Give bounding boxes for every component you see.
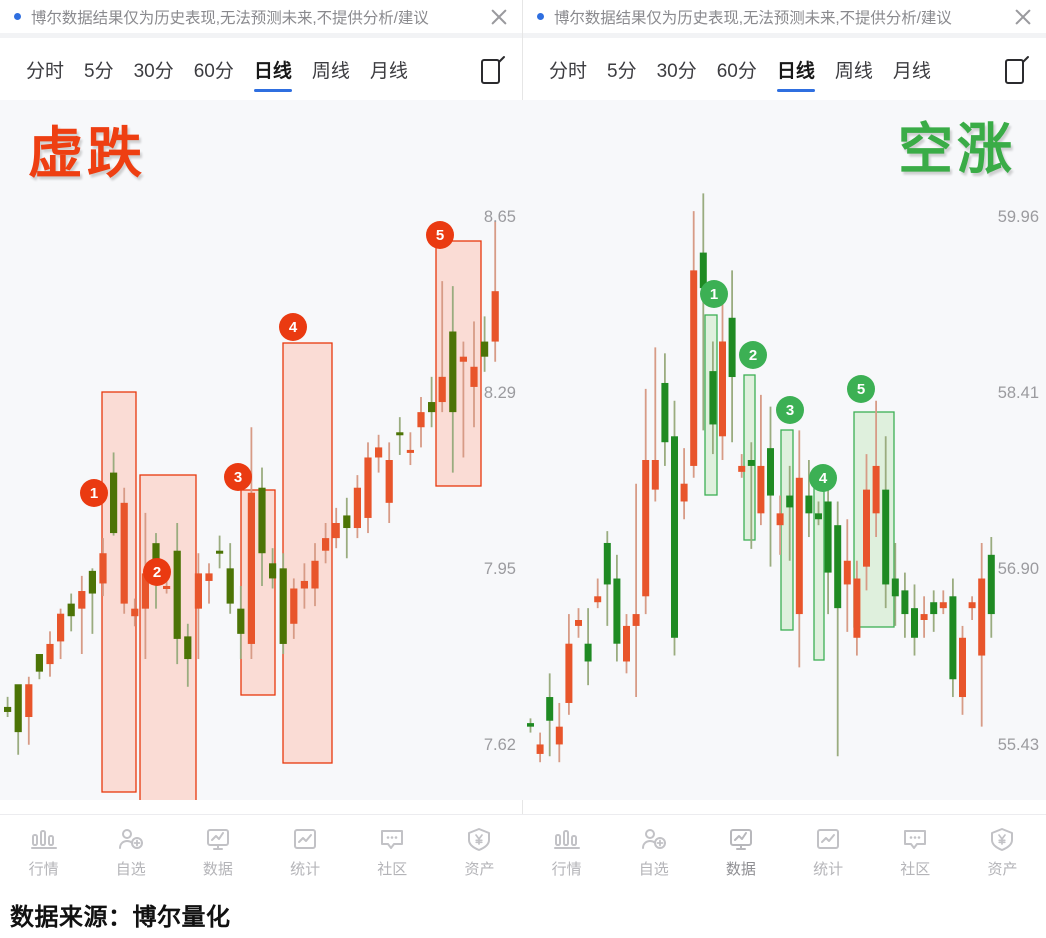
nav-label: 统计 [813,860,844,878]
tab-30min[interactable]: 30分 [656,60,697,82]
shield-yen-icon [464,827,494,853]
shield-yen-icon [987,827,1017,853]
divider [0,33,522,38]
landscape-rotate-icon[interactable] [1000,49,1034,89]
nav-label: 行情 [551,860,582,878]
dual-chart-panes: 博尔数据结果仅为历史表现,无法预测未来,不提供分析/建议 分时 5分 30分 6… [0,0,1046,890]
left-marker-3[interactable]: 3 [224,463,252,491]
footer-bar: 数据来源：博尔量化 [0,890,1046,938]
speech-bubble-icon [900,827,930,853]
nav-item-zixuan[interactable]: 自选 [87,815,174,891]
nav-label: 数据 [725,860,756,878]
left-marker-2[interactable]: 2 [143,558,171,586]
nav-item-tongji[interactable]: 统计 [262,815,349,891]
nav-item-shuju[interactable]: 数据 [174,815,261,891]
nav-label: 自选 [115,860,146,878]
tab-60min[interactable]: 60分 [716,60,757,82]
speech-bubble-icon [377,827,407,853]
right-marker-1[interactable]: 1 [700,280,728,308]
right-chart-canvas [527,193,995,763]
tab-5min[interactable]: 5分 [84,60,114,82]
tab-fenshi[interactable]: 分时 [549,60,588,82]
close-icon[interactable] [1012,6,1034,28]
right-marker-2[interactable]: 2 [739,341,767,369]
nav-item-shuju[interactable]: 数据 [697,815,784,891]
divider [523,33,1046,38]
nav-label: 资产 [987,860,1018,878]
person-add-icon [116,827,146,853]
nav-item-hangqing[interactable]: 行情 [523,815,610,891]
left-marker-4[interactable]: 4 [279,313,307,341]
monitor-chart-icon [726,827,756,853]
bar-chart-icon [552,827,582,853]
notice-dot-icon [537,13,544,20]
nav-item-hangqing[interactable]: 行情 [0,815,87,891]
notice-text: 博尔数据结果仅为历史表现,无法预测未来,不提供分析/建议 [31,9,429,27]
nav-label: 统计 [290,860,321,878]
left-axis-label-0: 8.65 [483,208,516,226]
left-pane: 博尔数据结果仅为历史表现,无法预测未来,不提供分析/建议 分时 5分 30分 6… [0,0,523,890]
tab-weekly[interactable]: 周线 [311,60,350,82]
left-candlestick-chart[interactable]: 虚跌 8.65 8.29 7.95 7.62 1 2 3 4 5 [0,100,523,800]
nav-label: 行情 [28,860,59,878]
tab-30min[interactable]: 30分 [133,60,174,82]
nav-label: 数据 [202,860,233,878]
period-tabs-left: 分时 5分 30分 60分 日线 周线 月线 [0,38,522,100]
left-axis-label-2: 7.95 [483,560,516,578]
nav-item-tongji[interactable]: 统计 [785,815,872,891]
tab-daily[interactable]: 日线 [767,38,825,100]
left-marker-5[interactable]: 5 [426,221,454,249]
nav-label: 社区 [377,860,408,878]
left-axis-label-3: 7.62 [483,736,516,754]
tab-monthly[interactable]: 月线 [892,60,931,82]
right-marker-5[interactable]: 5 [847,375,875,403]
right-axis-label-0: 59.96 [997,208,1039,226]
bottom-nav-right: 行情 自选 [523,814,1046,890]
landscape-rotate-icon[interactable] [476,49,510,89]
monitor-chart-icon [203,827,233,853]
left-chart-canvas [4,220,499,800]
bar-chart-icon [29,827,59,853]
left-axis-label-1: 8.29 [483,384,516,402]
tab-60min[interactable]: 60分 [193,60,234,82]
notice-bar-left[interactable]: 博尔数据结果仅为历史表现,无法预测未来,不提供分析/建议 [0,0,522,33]
notice-text: 博尔数据结果仅为历史表现,无法预测未来,不提供分析/建议 [554,9,952,27]
data-source-text: 数据来源：博尔量化 [10,903,231,931]
line-chart-square-icon [290,827,320,853]
nav-item-shequ[interactable]: 社区 [349,815,436,891]
close-icon[interactable] [488,6,510,28]
nav-item-zichan[interactable]: 资产 [959,815,1046,891]
tab-fenshi[interactable]: 分时 [26,60,65,82]
notice-bar-right[interactable]: 博尔数据结果仅为历史表现,无法预测未来,不提供分析/建议 [523,0,1046,33]
right-marker-3[interactable]: 3 [776,396,804,424]
right-axis-label-3: 55.43 [997,736,1039,754]
right-axis-label-1: 58.41 [997,384,1039,402]
nav-item-shequ[interactable]: 社区 [872,815,959,891]
nav-item-zichan[interactable]: 资产 [436,815,523,891]
right-marker-4[interactable]: 4 [809,464,837,492]
person-add-icon [639,827,669,853]
tab-weekly[interactable]: 周线 [834,60,873,82]
nav-label: 社区 [900,860,931,878]
tab-5min[interactable]: 5分 [607,60,637,82]
bottom-nav-left: 行情 自选 [0,814,523,890]
left-marker-1[interactable]: 1 [80,479,108,507]
notice-dot-icon [14,13,21,20]
line-chart-square-icon [813,827,843,853]
tab-daily[interactable]: 日线 [244,38,302,100]
period-tabs-right: 分时 5分 30分 60分 日线 周线 月线 [523,38,1046,100]
nav-label: 资产 [464,860,495,878]
right-pane: 博尔数据结果仅为历史表现,无法预测未来,不提供分析/建议 分时 5分 30分 6… [523,0,1046,890]
nav-item-zixuan[interactable]: 自选 [610,815,697,891]
right-axis-label-2: 56.90 [997,560,1039,578]
right-candlestick-chart[interactable]: 空涨 59.96 58.41 56.90 55.43 1 2 3 4 5 [523,100,1046,800]
tab-monthly[interactable]: 月线 [369,60,408,82]
nav-label: 自选 [638,860,669,878]
